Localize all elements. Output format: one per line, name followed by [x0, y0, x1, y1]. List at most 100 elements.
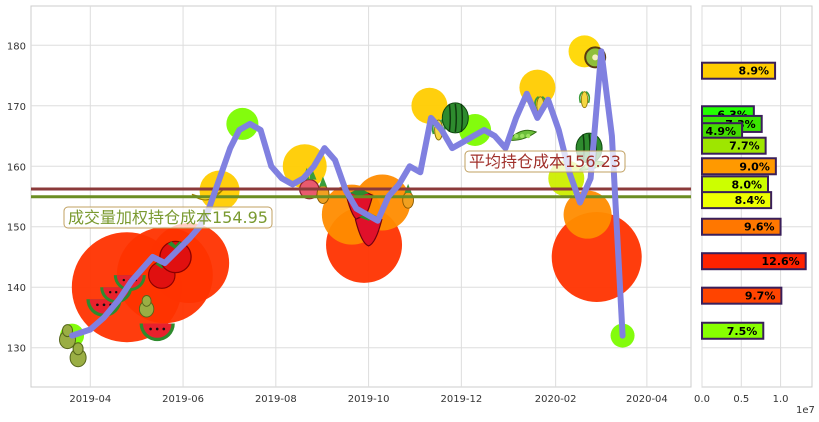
distribution-bar-label: 7.5% [727, 325, 758, 338]
distribution-bars: 8.9%6.3%7.3%4.9%7.7%9.0%8.0%8.4%9.6%12.6… [701, 61, 807, 340]
side-x-tick-label: 0.5 [733, 394, 749, 405]
price-point [70, 334, 74, 338]
cost-label: 成交量加权持仓成本154.95 [63, 206, 273, 229]
price-point [450, 146, 454, 150]
price-point [621, 334, 625, 338]
x-scale-label: 1e7 [796, 405, 815, 416]
price-point [472, 134, 476, 138]
distribution-bar [701, 321, 765, 340]
price-point [129, 279, 133, 283]
x-tick-label: 2020-04 [626, 394, 668, 405]
distribution-bar [701, 217, 782, 236]
distribution-bar-label: 9.7% [745, 290, 776, 303]
x-tick-label: 2019-10 [348, 394, 390, 405]
x-tick-label: 2019-12 [440, 394, 482, 405]
price-point [354, 207, 358, 211]
distribution-bar-label: 9.0% [739, 160, 770, 173]
price-point [117, 297, 121, 301]
distribution-bar [701, 191, 773, 210]
price-point [248, 122, 252, 126]
distribution-bar-label: 8.9% [739, 65, 770, 78]
price-point [259, 128, 263, 132]
distribution-bar [701, 136, 767, 155]
cost-annotations: 平均持仓成本156.23 成交量加权持仓成本154.95 [63, 150, 626, 229]
y-tick-label: 160 [7, 162, 26, 173]
cost-label: 平均持仓成本156.23 [464, 150, 626, 173]
price-point [140, 267, 144, 271]
price-point [599, 49, 603, 53]
price-point [269, 164, 273, 168]
cost-bubble [282, 144, 327, 189]
y-tick-label: 140 [7, 283, 26, 294]
main-y-ticks: 130 140 150 160 170 180 [7, 41, 26, 354]
cost-bubble [226, 107, 259, 140]
distribution-bar [701, 286, 783, 305]
price-point [429, 116, 433, 120]
price-point [333, 158, 337, 162]
price-point [589, 176, 593, 180]
melon-icon [441, 102, 469, 134]
price-point [312, 164, 316, 168]
price-series [69, 48, 626, 339]
x-tick-label: 2019-06 [162, 394, 204, 405]
main-price-panel: 2019-04 2019-06 2019-08 2019-10 2019-12 2020-… [7, 5, 692, 405]
price-point [88, 328, 92, 332]
price-point [557, 128, 561, 132]
side-x-tick-label: 0.0 [694, 394, 710, 405]
pear-icon [69, 342, 87, 368]
distribution-bar [701, 252, 807, 271]
x-tick-label: 2019-08 [255, 394, 297, 405]
price-point [525, 92, 529, 96]
price-point [151, 255, 155, 259]
side-x-ticks: 0.0 0.5 1.0 [694, 394, 788, 405]
distribution-bar-label: 8.4% [735, 194, 766, 207]
price-point [408, 164, 412, 168]
price-point [323, 146, 327, 150]
watermelon-icon [139, 323, 175, 342]
price-point [535, 116, 539, 120]
x-tick-label: 2020-02 [535, 394, 577, 405]
side-x-tick-label: 1.0 [773, 394, 789, 405]
cost-bubble [563, 190, 612, 239]
tomato-icon [159, 240, 192, 274]
y-tick-label: 150 [7, 223, 26, 234]
price-point [280, 176, 284, 180]
x-tick-label: 2019-04 [69, 394, 111, 405]
y-tick-label: 180 [7, 41, 26, 52]
price-point [228, 146, 232, 150]
price-point [365, 213, 369, 217]
price-point [102, 315, 106, 319]
distribution-bar-label: 12.6% [762, 255, 800, 268]
price-point [578, 201, 582, 205]
price-point [163, 261, 167, 265]
price-point [482, 128, 486, 132]
corn-icon [578, 91, 591, 109]
y-tick-label: 130 [7, 344, 26, 355]
distribution-bar [701, 157, 777, 176]
distribution-bar-label: 7.7% [729, 140, 760, 153]
distribution-panel: 8.9%6.3%7.3%4.9%7.7%9.0%8.0%8.4%9.6%12.6… [694, 5, 815, 416]
cost-label-text: 成交量加权持仓成本154.95 [68, 208, 268, 227]
price-point [503, 146, 507, 150]
price-point [187, 237, 191, 241]
price-point [440, 128, 444, 132]
price-point [461, 140, 465, 144]
price-point [344, 188, 348, 192]
peapod-icon [507, 129, 538, 141]
price-point [386, 195, 390, 198]
price-point [301, 176, 305, 180]
cost-label-text: 平均持仓成本156.23 [469, 152, 621, 171]
price-point [546, 98, 550, 102]
price-point [175, 249, 179, 253]
cost-bubble [411, 87, 448, 124]
distribution-bar-label: 8.0% [731, 178, 762, 191]
price-point [218, 176, 222, 180]
price-point [237, 128, 241, 132]
y-tick-label: 170 [7, 102, 26, 113]
distribution-bar-label: 4.9% [706, 125, 737, 138]
price-point [291, 182, 295, 186]
price-point [514, 116, 518, 120]
main-x-ticks: 2019-04 2019-06 2019-08 2019-10 2019-12 2020-… [69, 394, 667, 405]
distribution-bar-label: 9.6% [744, 221, 775, 234]
